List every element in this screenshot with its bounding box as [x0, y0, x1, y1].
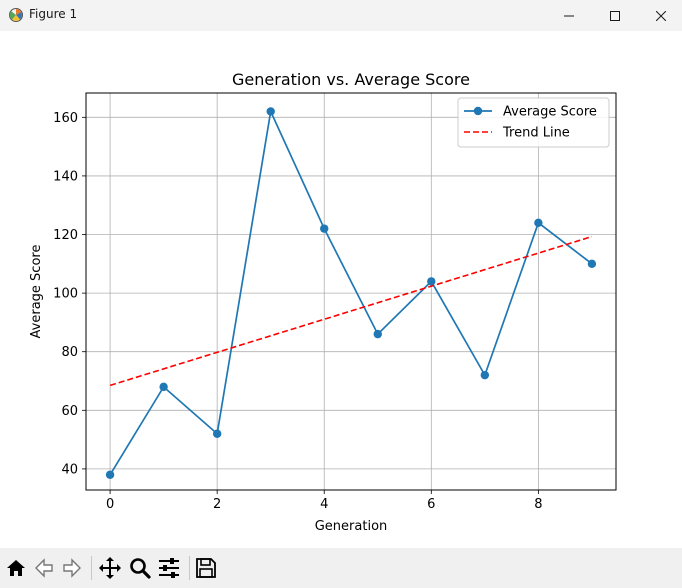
title-bar: Figure 1	[0, 0, 682, 31]
close-button[interactable]	[638, 0, 682, 31]
pan-button[interactable]	[98, 556, 122, 580]
trend-line-line	[109, 235, 593, 387]
axes-frame	[85, 92, 617, 491]
average-score-point	[212, 429, 222, 438]
average-score-point	[534, 218, 543, 227]
y-tick-label: 160	[53, 111, 78, 126]
y-tick-label: 80	[61, 345, 78, 360]
y-tick-label: 120	[53, 228, 78, 243]
figure-canvas[interactable]: 0 2 4 6 8 40 60 80 100 120 140 160 Generation vs. A…	[0, 31, 682, 547]
x-tick-label: 0	[106, 497, 114, 512]
zoom-icon	[130, 558, 151, 579]
close-icon	[656, 10, 666, 21]
home-icon	[7, 560, 25, 576]
average-score-point	[159, 382, 168, 392]
plot-series	[105, 107, 597, 479]
toolbar-separator	[189, 556, 190, 580]
x-tick-label: 6	[427, 497, 435, 512]
y-tick-label: 100	[53, 287, 78, 302]
forward-button[interactable]	[60, 556, 84, 580]
legend-box	[457, 97, 610, 148]
average-score-point	[480, 370, 490, 380]
grid-lines	[86, 93, 616, 490]
minimize-icon	[564, 15, 574, 16]
x-tick-label: 2	[213, 497, 221, 512]
average-score-line	[109, 108, 593, 476]
back-button[interactable]	[32, 556, 56, 580]
y-tick-label: 140	[53, 169, 78, 184]
chart-title: Generation vs. Average Score	[232, 70, 470, 89]
matplotlib-icon	[8, 7, 24, 23]
forward-icon	[63, 558, 81, 578]
minimize-button[interactable]	[546, 0, 592, 31]
line-chart: 0 2 4 6 8 40 60 80 100 120 140 160 Generation vs. A…	[29, 70, 617, 534]
back-icon	[35, 558, 53, 578]
legend-marker-average-score	[473, 106, 483, 116]
configure-icon	[159, 558, 179, 578]
average-score-point	[266, 107, 275, 116]
save-button[interactable]	[194, 556, 218, 580]
maximize-icon	[610, 10, 620, 21]
legend-label-trend-line: Trend Line	[502, 126, 570, 141]
y-tick-label: 60	[61, 404, 78, 419]
x-axis-label: Generation	[315, 519, 388, 534]
average-score-point	[105, 470, 115, 479]
save-icon	[196, 558, 216, 578]
window-title: Figure 1	[29, 7, 78, 21]
average-score-point	[427, 277, 436, 286]
x-tick-label: 8	[534, 497, 542, 512]
axis-ticks: 0 2 4 6 8 40 60 80 100 120 140 160	[53, 111, 542, 512]
configure-subplots-button[interactable]	[157, 556, 181, 580]
average-score-point	[587, 259, 597, 269]
pan-icon	[99, 557, 121, 579]
y-axis-label: Average Score	[29, 245, 44, 339]
legend: Average Score Trend Line	[457, 97, 610, 148]
toolbar-separator	[91, 556, 92, 580]
y-tick-label: 40	[61, 462, 78, 477]
maximize-button[interactable]	[592, 0, 638, 31]
legend-label-average-score: Average Score	[503, 105, 597, 120]
average-score-point	[320, 224, 329, 233]
home-button[interactable]	[4, 556, 28, 580]
x-tick-label: 4	[320, 497, 328, 512]
average-score-point	[373, 329, 382, 339]
navigation-toolbar	[0, 548, 682, 588]
zoom-button[interactable]	[128, 556, 152, 580]
